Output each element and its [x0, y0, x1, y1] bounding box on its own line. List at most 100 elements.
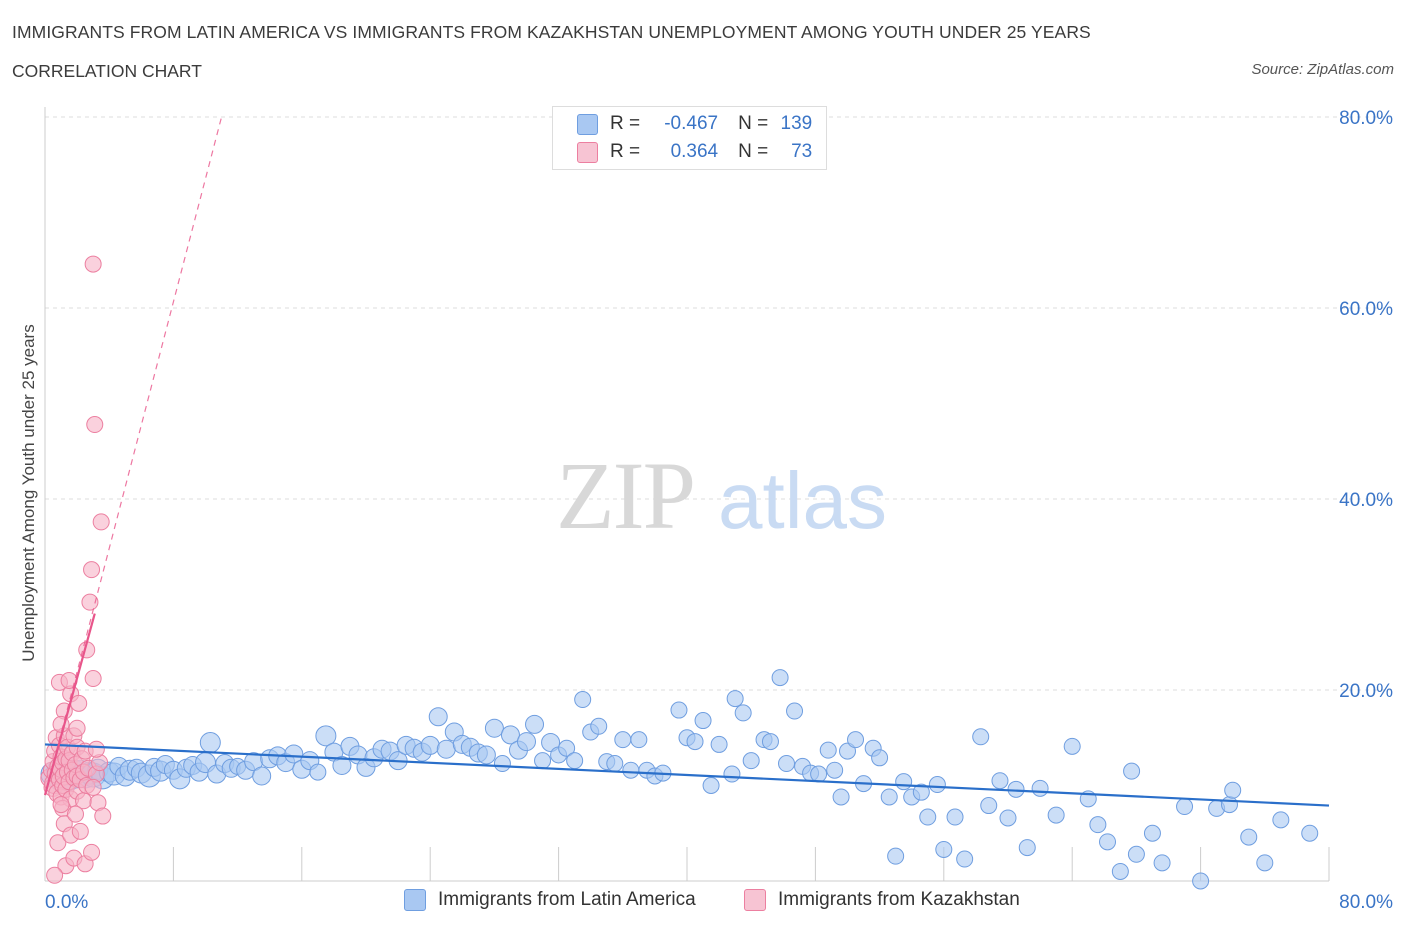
- x-tick-label-min: 0.0%: [45, 892, 88, 913]
- legend-swatch-blue: [577, 113, 598, 135]
- latin-america-point: [484, 718, 504, 738]
- latin-america-point: [1031, 779, 1049, 797]
- correlation-legend: R = -0.467 N = 139 R = 0.364 N = 73: [552, 106, 827, 170]
- legend-r-value: 0.364: [670, 141, 719, 162]
- kazakhstan-trendline: [43, 613, 96, 796]
- latin-america-point: [742, 752, 760, 770]
- latin-america-point: [723, 765, 741, 783]
- latin-america-point: [991, 772, 1009, 790]
- latin-america-point: [1220, 796, 1238, 814]
- latin-america-point: [574, 691, 592, 709]
- watermark-atlas: atlas: [718, 456, 887, 545]
- kazakhstan-point: [84, 778, 102, 796]
- latin-america-point: [670, 701, 688, 719]
- y-tick-label: 20.0%: [1339, 681, 1393, 702]
- kazakhstan-point: [68, 719, 86, 737]
- latin-america-point: [284, 744, 304, 764]
- latin-america-point: [1256, 854, 1274, 872]
- latin-america-point: [972, 728, 990, 746]
- latin-america-point: [1099, 833, 1117, 851]
- latin-america-point: [622, 761, 640, 779]
- latin-america-point: [1176, 798, 1194, 816]
- legend-n-value: 73: [791, 141, 813, 162]
- latin-america-point: [1224, 781, 1242, 799]
- bottom-legend-label-pink: Immigrants from Kazakhstan: [778, 889, 1020, 910]
- latin-america-point: [476, 745, 496, 765]
- legend-row-latin-america: R = -0.467 N = 139: [577, 112, 812, 136]
- latin-america-point: [726, 690, 744, 708]
- latin-america-point: [590, 717, 608, 735]
- latin-america-point: [980, 797, 998, 815]
- latin-america-point: [606, 755, 624, 773]
- kazakhstan-point: [83, 843, 101, 861]
- latin-america-point: [534, 752, 552, 770]
- latin-america-point: [525, 714, 545, 734]
- latin-america-point: [1192, 872, 1210, 890]
- x-tick-label-max: 80.0%: [1339, 892, 1393, 913]
- latin-america-point: [630, 731, 648, 749]
- kazakhstan-point: [84, 255, 102, 273]
- kazakhstan-point: [52, 796, 70, 814]
- legend-n-label: N =: [738, 141, 769, 162]
- latin-america-point: [558, 739, 576, 757]
- latin-america-point: [541, 733, 561, 753]
- legend-r-label: R =: [610, 141, 641, 162]
- chart-subtitle: CORRELATION CHART: [12, 61, 202, 81]
- legend-swatch-pink: [577, 141, 598, 163]
- y-axis-label: Unemployment Among Youth under 25 years: [19, 324, 38, 661]
- latin-america-point: [1272, 811, 1290, 829]
- latin-america-point: [826, 761, 844, 779]
- latin-america-point: [810, 765, 828, 783]
- latin-america-trendline: [44, 743, 1330, 807]
- latin-america-point: [761, 733, 779, 751]
- latin-america-point: [428, 707, 448, 727]
- latin-america-points: [40, 669, 1319, 890]
- latin-america-point: [614, 731, 632, 749]
- latin-america-point: [1301, 824, 1319, 842]
- kazakhstan-point: [94, 807, 112, 825]
- latin-america-point: [493, 755, 511, 773]
- latin-america-point: [710, 735, 728, 753]
- latin-america-point: [199, 732, 221, 754]
- latin-america-point: [819, 741, 837, 759]
- legend-r-label: R =: [610, 113, 641, 134]
- latin-america-point: [500, 725, 520, 745]
- latin-america-point: [832, 788, 850, 806]
- latin-america-point: [694, 712, 712, 730]
- latin-america-point: [771, 669, 789, 687]
- latin-america-point: [332, 755, 352, 775]
- latin-america-point: [956, 850, 974, 868]
- latin-america-point: [686, 733, 704, 751]
- legend-r-value: -0.467: [664, 113, 719, 134]
- latin-america-point: [928, 776, 946, 794]
- latin-america-point: [880, 788, 898, 806]
- latin-america-point: [999, 809, 1017, 827]
- legend-n-label: N =: [738, 113, 769, 134]
- bottom-legend-swatch-blue: [404, 889, 426, 911]
- latin-america-point: [919, 808, 937, 826]
- source-label: Source: ZipAtlas.com: [1251, 61, 1394, 78]
- legend-n-value: 139: [780, 113, 813, 134]
- kazakhstan-point: [49, 834, 67, 852]
- latin-america-point: [1127, 845, 1145, 863]
- kazakhstan-point: [71, 822, 89, 840]
- kazakhstan-point: [46, 866, 64, 884]
- latin-america-point: [1063, 737, 1081, 755]
- latin-america-point: [871, 749, 889, 767]
- latin-america-point: [1143, 824, 1161, 842]
- y-tick-label: 60.0%: [1339, 299, 1393, 320]
- latin-america-point: [1123, 762, 1141, 780]
- legend-row-kazakhstan: R = 0.364 N = 73: [577, 140, 812, 164]
- latin-america-point: [566, 752, 584, 770]
- chart-title: IMMIGRANTS FROM LATIN AMERICA VS IMMIGRA…: [12, 22, 1091, 42]
- latin-america-point: [1111, 862, 1129, 880]
- latin-america-point: [946, 808, 964, 826]
- latin-america-point: [1240, 828, 1258, 846]
- latin-america-point: [420, 735, 440, 755]
- latin-america-point: [309, 763, 327, 781]
- kazakhstan-point: [81, 593, 99, 611]
- bottom-legend-label-blue: Immigrants from Latin America: [438, 889, 696, 910]
- latin-america-point: [252, 766, 272, 786]
- latin-america-point: [895, 773, 913, 791]
